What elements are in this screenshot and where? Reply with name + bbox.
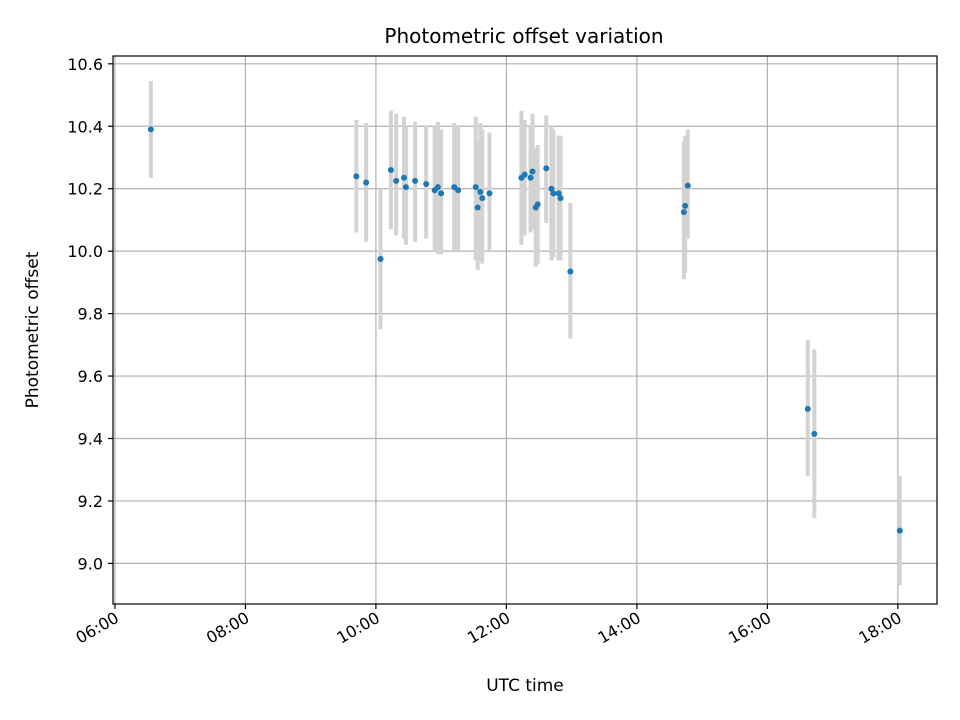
data-point	[555, 190, 562, 197]
y-tick-label: 9.4	[78, 430, 103, 449]
data-point	[434, 184, 441, 191]
data-point	[682, 202, 689, 209]
data-point	[567, 268, 574, 275]
data-point	[479, 195, 486, 202]
data-point	[486, 190, 493, 197]
data-point	[543, 165, 550, 172]
y-tick-label: 9.8	[78, 305, 103, 324]
data-point	[550, 190, 557, 197]
data-point	[402, 184, 409, 191]
y-tick-label: 10.0	[67, 242, 103, 261]
data-point	[529, 168, 536, 175]
data-point	[393, 177, 400, 184]
data-point	[438, 190, 445, 197]
x-axis-title: UTC time	[486, 676, 564, 696]
data-point	[474, 204, 481, 211]
data-point	[684, 182, 691, 189]
plot-area	[112, 55, 938, 605]
data-point	[423, 181, 430, 188]
data-point	[680, 209, 687, 216]
data-point	[804, 405, 811, 412]
data-point	[387, 166, 394, 173]
y-tick-label: 10.6	[67, 55, 103, 74]
data-point	[147, 126, 154, 133]
data-points	[147, 126, 903, 534]
data-point	[472, 184, 479, 191]
data-point	[353, 173, 360, 180]
y-axis: 9.0 9.2 9.4 9.6 9.8 10.0 10.2 10.4 10.6	[67, 55, 113, 573]
y-axis-title: Photometric offset	[23, 251, 43, 408]
data-point	[811, 430, 818, 437]
y-tick-label: 10.4	[67, 117, 103, 136]
data-point	[412, 177, 419, 184]
y-tick-label: 10.2	[67, 180, 103, 199]
data-point	[477, 188, 484, 195]
plot-frame	[112, 55, 938, 605]
chart-title: Photometric offset variation	[384, 24, 663, 48]
data-point	[400, 174, 407, 181]
data-point	[521, 171, 528, 178]
data-point	[534, 201, 541, 208]
y-tick-label: 9.2	[78, 492, 103, 511]
y-tick-label: 9.0	[78, 554, 103, 573]
data-point	[896, 527, 903, 534]
data-point	[377, 255, 384, 262]
data-point	[527, 174, 534, 181]
data-point	[557, 195, 564, 202]
data-point	[363, 179, 370, 186]
data-point	[548, 185, 555, 192]
data-point	[455, 187, 462, 194]
y-tick-label: 9.6	[78, 367, 103, 386]
